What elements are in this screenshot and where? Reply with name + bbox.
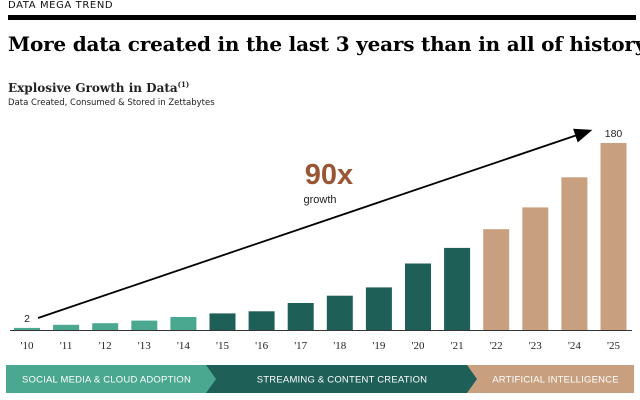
- era-banner-label: ARTIFICIAL INTELLIGENCE: [492, 375, 619, 386]
- page-headline: More data created in the last 3 years th…: [8, 32, 640, 56]
- data-label: 180: [605, 128, 623, 140]
- x-tick-label: '22: [490, 340, 503, 352]
- bar-y21: [444, 247, 471, 330]
- bar-y24: [561, 177, 588, 330]
- bar-y19: [365, 287, 392, 330]
- top-rule: [8, 15, 636, 20]
- era-banner-label: STREAMING & CONTENT CREATION: [257, 375, 427, 386]
- data-label: 2: [24, 313, 30, 325]
- bar-y20: [405, 263, 431, 330]
- x-tick-label: '20: [412, 340, 425, 352]
- bar-y14: [170, 317, 197, 330]
- bar-y11: [53, 324, 80, 330]
- x-tick-label: '10: [21, 340, 34, 352]
- bar-y16: [248, 311, 275, 330]
- x-tick-label: '19: [372, 340, 385, 352]
- x-tick-label: '21: [451, 340, 464, 352]
- bar-y13: [131, 320, 158, 330]
- bar-y15: [209, 313, 236, 330]
- x-tick-label: '11: [60, 340, 73, 352]
- x-tick-label: '17: [294, 340, 307, 352]
- chart-subtitle: Data Created, Consumed & Stored in Zetta…: [8, 98, 215, 108]
- x-tick-label: '24: [568, 340, 581, 352]
- bar-y10: [14, 327, 40, 330]
- x-tick-label: '18: [333, 340, 346, 352]
- x-tick-label: '12: [99, 340, 112, 352]
- x-tick-label: '15: [216, 340, 229, 352]
- chart-title: Explosive Growth in Data(1): [8, 80, 189, 95]
- era-banner-segment: [6, 365, 217, 393]
- bar-y17: [287, 303, 314, 330]
- bar-y18: [326, 295, 353, 330]
- growth-callout-label: growth: [303, 194, 336, 206]
- era-banner-label: SOCIAL MEDIA & CLOUD ADOPTION: [22, 375, 191, 386]
- era-banner-segment: [467, 365, 634, 393]
- growth-arrow: [37, 128, 593, 319]
- x-tick-label: '16: [255, 340, 268, 352]
- growth-callout-value: 90x: [305, 159, 353, 191]
- section-tag: DATA MEGA TREND: [8, 0, 114, 11]
- x-tick-label: '25: [607, 340, 620, 352]
- chart-title-footnote: (1): [177, 80, 190, 89]
- x-tick-label: '14: [177, 340, 190, 352]
- x-tick-label: '13: [138, 340, 151, 352]
- bar-y12: [92, 323, 119, 330]
- bar-y25: [600, 143, 627, 330]
- x-tick-label: '23: [529, 340, 542, 352]
- bar-y23: [522, 207, 549, 330]
- chart-title-text: Explosive Growth in Data: [8, 81, 178, 95]
- bar-y22: [483, 229, 510, 330]
- era-banner-segment: [206, 365, 478, 393]
